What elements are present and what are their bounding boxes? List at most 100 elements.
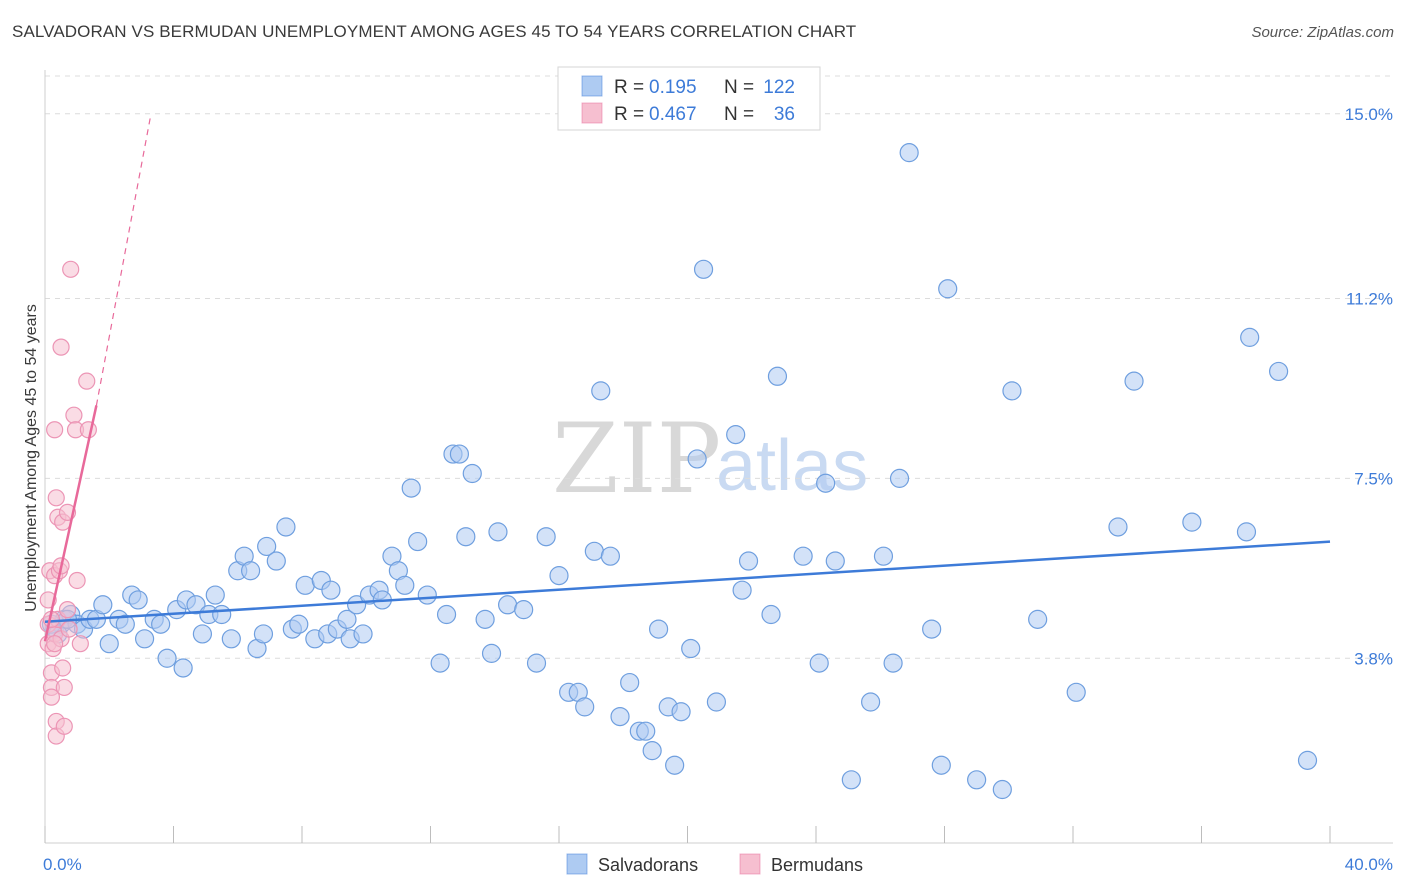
salvadorans-point	[1108, 517, 1128, 537]
salvadorans-trend-line	[44, 540, 1331, 624]
y-tick-label: 7.5%	[1354, 469, 1393, 488]
legend-swatch-bermudans	[581, 102, 603, 124]
salvadorans-point	[883, 653, 903, 673]
salvadorans-point	[665, 755, 685, 775]
salvadorans-point	[816, 473, 836, 493]
salvadorans-point	[205, 585, 225, 605]
salvadorans-point	[449, 444, 470, 464]
watermark: ZIP atlas	[552, 403, 868, 515]
bermudans-point	[46, 635, 64, 653]
salvadorans-point	[1124, 371, 1144, 391]
salvadorans-point	[498, 595, 518, 615]
x-tick-label-max: 40.0%	[1345, 855, 1393, 874]
bermudans-point	[62, 260, 80, 278]
salvadorans-point	[395, 575, 415, 595]
salvadorans-point	[347, 595, 367, 615]
bermudans-point	[65, 406, 83, 424]
bermudans-point	[55, 678, 73, 697]
legend-n-value-1: 122	[763, 77, 795, 98]
y-tick-label: 11.2%	[1346, 289, 1393, 308]
salvadorans-point	[186, 595, 206, 615]
series-legend-label-salvadorans: Salvadorans	[598, 855, 698, 875]
x-tick-marks	[44, 826, 1331, 843]
salvadorans-point	[642, 741, 662, 761]
salvadorans-point	[289, 614, 309, 634]
bermudans-point	[54, 659, 72, 677]
salvadorans-point	[873, 546, 894, 566]
salvadorans-point	[825, 551, 845, 571]
salvadorans-point	[584, 541, 604, 561]
salvadorans-point	[276, 517, 296, 537]
salvadorans-point	[793, 546, 813, 566]
bermudans-points	[39, 260, 97, 745]
salvadorans-point	[841, 770, 861, 790]
series-legend-swatch-salvadorans	[566, 853, 588, 875]
salvadorans-point	[192, 624, 213, 644]
salvadorans-point	[938, 279, 958, 299]
salvadorans-point	[861, 692, 881, 712]
salvadorans-point	[241, 561, 261, 581]
salvadorans-point	[636, 721, 656, 741]
y-tick-label: 3.8%	[1354, 649, 1393, 668]
salvadorans-point	[726, 425, 746, 445]
chart-title: SALVADORAN VS BERMUDAN UNEMPLOYMENT AMON…	[12, 22, 857, 41]
salvadorans-point	[738, 551, 759, 571]
salvadorans-point	[514, 600, 534, 620]
salvadorans-point	[257, 536, 277, 557]
bermudans-point	[58, 601, 77, 619]
salvadorans-point	[128, 590, 148, 610]
bermudans-point	[55, 717, 73, 735]
salvadorans-point	[575, 697, 595, 717]
salvadorans-point	[430, 653, 450, 673]
salvadorans-point	[401, 478, 421, 498]
salvadorans-point	[767, 366, 788, 386]
salvadorans-point	[899, 143, 919, 163]
source-label: Source: ZipAtlas.com	[1251, 24, 1394, 41]
salvadorans-point	[1240, 327, 1260, 347]
salvadorans-point	[1002, 381, 1022, 401]
salvadorans-point	[456, 527, 476, 547]
salvadorans-point	[706, 692, 727, 712]
legend: R = 0.195 N = 122 R = 0.467 N = 36	[557, 66, 821, 131]
series-legend: Salvadorans Bermudans	[566, 853, 863, 875]
bermudans-point	[68, 571, 86, 590]
salvadorans-point	[1236, 522, 1257, 542]
bermudans-trend-extension	[95, 113, 152, 406]
salvadorans-point	[536, 527, 556, 547]
y-axis-title: Unemployment Among Ages 45 to 54 years	[23, 304, 40, 612]
salvadorans-point	[417, 585, 437, 605]
salvadorans-point	[1182, 512, 1202, 532]
salvadorans-point	[134, 629, 155, 649]
salvadorans-point	[809, 653, 829, 673]
bermudans-point	[78, 372, 96, 390]
salvadorans-point	[591, 381, 611, 401]
salvadorans-point	[462, 463, 482, 484]
y-tick-labels: 3.8% 7.5% 11.2% 15.0%	[1345, 105, 1393, 669]
salvadorans-point	[967, 770, 987, 790]
y-tick-label: 15.0%	[1345, 105, 1393, 124]
bermudans-point	[71, 635, 89, 653]
salvadorans-point	[931, 755, 951, 775]
salvadorans-point	[922, 619, 942, 639]
bermudans-point	[42, 688, 61, 706]
salvadorans-point	[992, 779, 1012, 800]
salvadorans-point	[600, 546, 621, 566]
bermudans-point	[60, 620, 78, 638]
bermudans-point	[47, 489, 65, 507]
salvadorans-point	[321, 580, 341, 600]
salvadorans-point	[408, 531, 428, 552]
salvadorans-point	[681, 638, 701, 659]
legend-n-value-2: 36	[774, 104, 795, 125]
salvadorans-point	[115, 614, 135, 634]
salvadorans-point	[173, 658, 193, 678]
legend-n-label-1: N =	[724, 77, 754, 98]
legend-r-label-1: R =	[614, 77, 644, 98]
bermudans-point	[46, 421, 64, 439]
salvadorans-point	[732, 580, 752, 600]
salvadorans-point	[1297, 750, 1318, 770]
series-legend-swatch-bermudans	[739, 853, 761, 875]
salvadorans-point	[253, 624, 274, 644]
bermudans-point	[79, 421, 97, 439]
salvadorans-point	[687, 449, 707, 469]
